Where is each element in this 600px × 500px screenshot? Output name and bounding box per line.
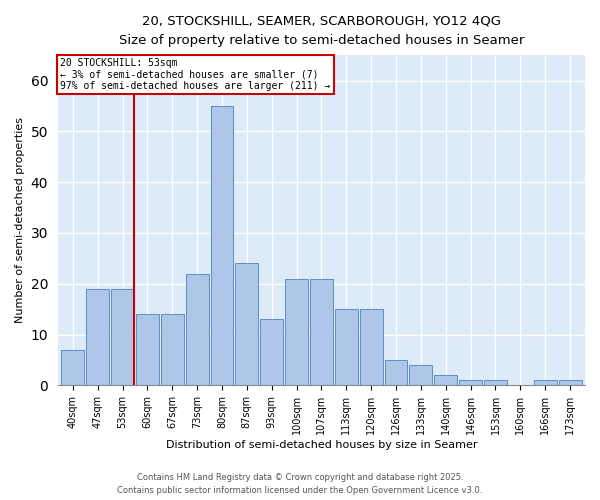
Bar	[310, 278, 333, 386]
Bar	[484, 380, 507, 386]
Bar	[260, 320, 283, 386]
Bar	[111, 289, 134, 386]
Bar	[534, 380, 557, 386]
Bar	[434, 376, 457, 386]
Bar	[161, 314, 184, 386]
Text: Contains HM Land Registry data © Crown copyright and database right 2025.
Contai: Contains HM Land Registry data © Crown c…	[118, 474, 482, 495]
Bar	[385, 360, 407, 386]
Bar	[360, 309, 383, 386]
Y-axis label: Number of semi-detached properties: Number of semi-detached properties	[15, 118, 25, 324]
Bar	[409, 365, 433, 386]
Bar	[136, 314, 159, 386]
Bar	[86, 289, 109, 386]
Bar	[285, 278, 308, 386]
Bar	[211, 106, 233, 386]
Bar	[185, 274, 209, 386]
Bar	[61, 350, 84, 386]
Bar	[559, 380, 581, 386]
Bar	[235, 264, 258, 386]
X-axis label: Distribution of semi-detached houses by size in Seamer: Distribution of semi-detached houses by …	[166, 440, 477, 450]
Text: 20 STOCKSHILL: 53sqm
← 3% of semi-detached houses are smaller (7)
97% of semi-de: 20 STOCKSHILL: 53sqm ← 3% of semi-detach…	[61, 58, 331, 91]
Bar	[459, 380, 482, 386]
Title: 20, STOCKSHILL, SEAMER, SCARBOROUGH, YO12 4QG
Size of property relative to semi-: 20, STOCKSHILL, SEAMER, SCARBOROUGH, YO1…	[119, 15, 524, 47]
Bar	[335, 309, 358, 386]
